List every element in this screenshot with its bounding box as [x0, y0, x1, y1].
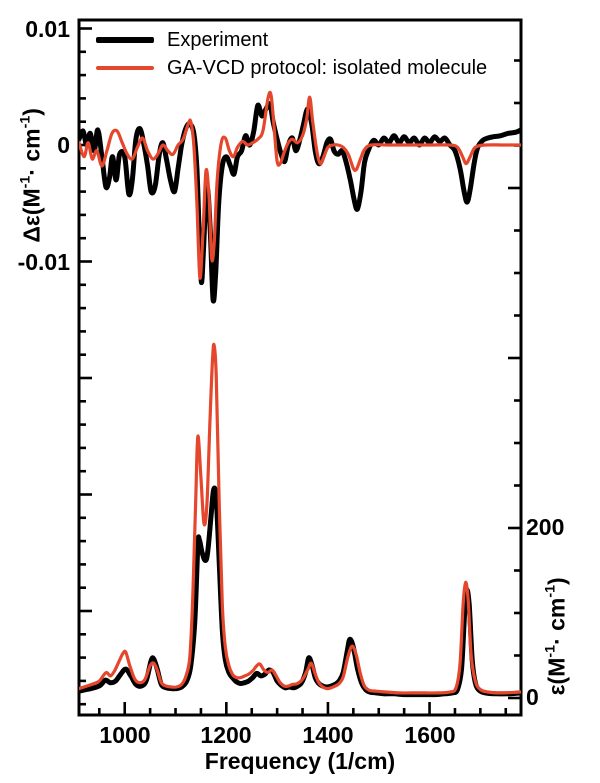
- legend-item-gavcd: GA-VCD protocol: isolated molecule: [96, 54, 487, 82]
- ir-curve-experiment: [79, 485, 521, 698]
- right-axis-title-text: ε(M: [543, 657, 570, 696]
- left-tick-label-0: 0: [57, 132, 70, 158]
- left-axis-title-sup1: -1: [17, 175, 34, 189]
- right-tick-label-200: 200: [526, 514, 565, 540]
- right-axis-title-sup1: -1: [542, 644, 559, 658]
- x-tick-label-1000: 1000: [99, 722, 151, 748]
- legend: Experiment GA-VCD protocol: isolated mol…: [96, 26, 487, 82]
- left-tick-label--0.01: -0.01: [17, 249, 70, 275]
- legend-item-experiment: Experiment: [96, 26, 487, 54]
- legend-line-gavcd: [96, 66, 154, 70]
- right-axis-title-sup2: -1: [542, 584, 559, 598]
- left-tick-label-0.01: 0.01: [25, 16, 70, 42]
- vcd-curve-experiment: [79, 101, 521, 304]
- x-tick-label-1400: 1400: [302, 722, 354, 748]
- plot-frame: [77, 18, 523, 717]
- left-axis-title-sup2: -1: [17, 115, 34, 129]
- left-axis-title: Δε(M-1· cm-1): [14, 75, 45, 275]
- legend-label-gavcd: GA-VCD protocol: isolated molecule: [167, 57, 488, 79]
- x-axis-title: Frequency (1/cm): [204, 748, 396, 774]
- legend-label-experiment: Experiment: [167, 29, 269, 51]
- right-axis-title-post: ): [543, 577, 570, 585]
- x-tick-label-1600: 1600: [404, 722, 456, 748]
- right-axis-title-mid: · cm: [543, 597, 570, 645]
- left-axis-title-mid: · cm: [18, 128, 45, 176]
- right-axis-title: ε(M-1· cm-1): [539, 556, 570, 716]
- right-tick-label-0: 0: [526, 684, 539, 710]
- vcd-curve-calculation: [79, 90, 521, 280]
- legend-line-experiment: [96, 37, 154, 43]
- x-tick-label-1200: 1200: [200, 722, 252, 748]
- curves-group: [79, 90, 521, 698]
- ir-curve-calculation: [79, 342, 521, 695]
- left-axis-title-text: Δε(M: [18, 188, 45, 243]
